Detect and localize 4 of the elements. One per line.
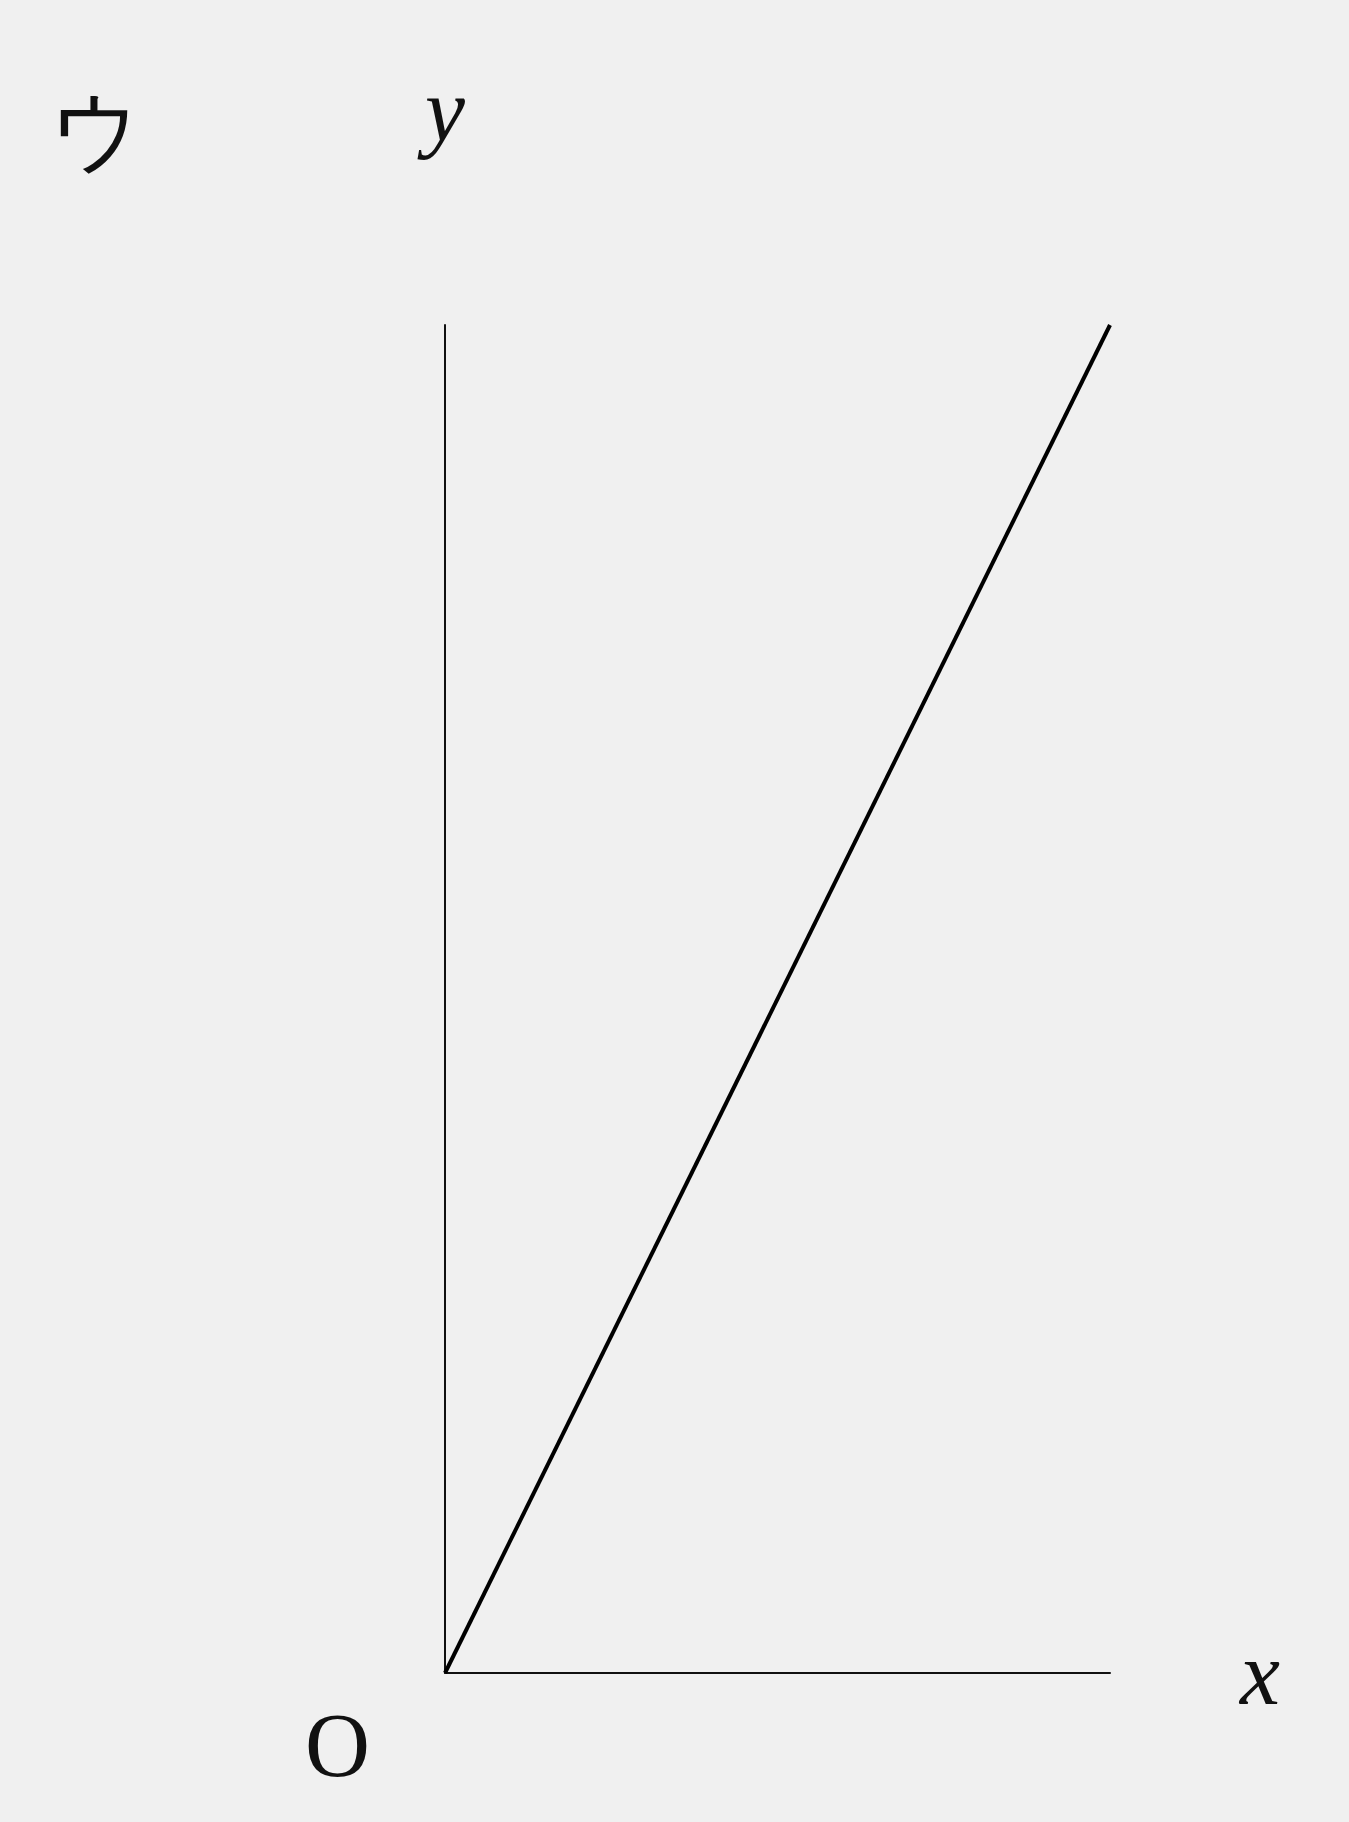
y-axis-title: y (417, 60, 466, 160)
text: O (305, 1695, 370, 1795)
x-axis-title: x (1238, 1623, 1280, 1723)
chart-title: ウ (50, 77, 142, 183)
